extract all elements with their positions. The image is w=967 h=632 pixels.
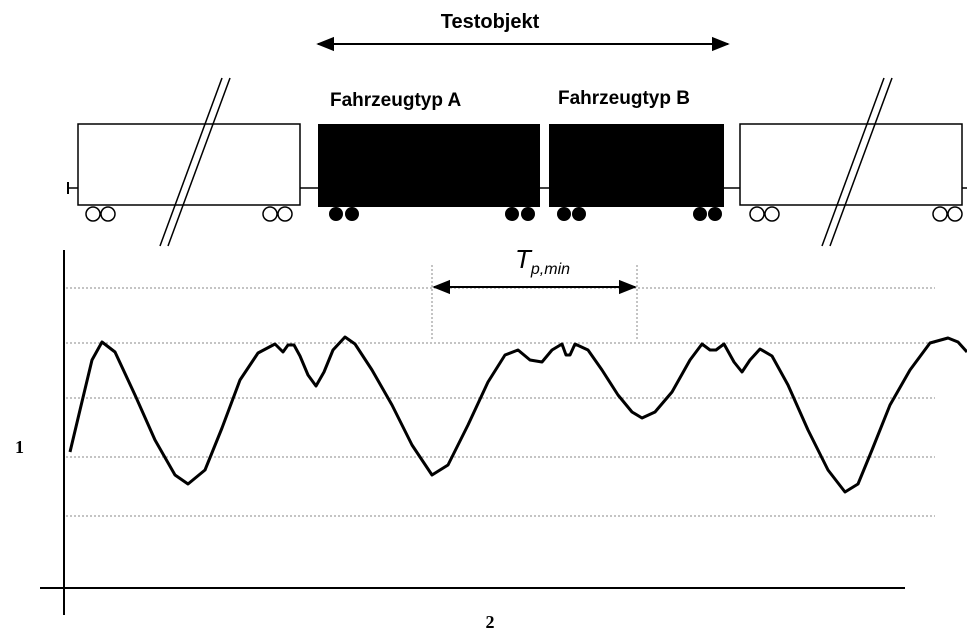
wagon-b [549, 124, 724, 221]
diagram: Testobjekt Fahrzeugtyp A Fahrzeugtyp B T… [0, 0, 967, 632]
period-label: Tp,min [515, 244, 570, 278]
wagon-left [78, 124, 300, 221]
x-axis-label: 2 [486, 612, 495, 632]
vehicle-label: Fahrzeugtyp A [330, 90, 462, 111]
period-subscript: p,min [530, 261, 570, 278]
title: Testobjekt [441, 11, 540, 33]
wagon-a [318, 124, 540, 221]
signal-curve [70, 337, 967, 492]
wagon-right [740, 124, 962, 221]
vehicle-label: Fahrzeugtyp B [558, 88, 690, 109]
y-axis-label: 1 [15, 437, 24, 457]
